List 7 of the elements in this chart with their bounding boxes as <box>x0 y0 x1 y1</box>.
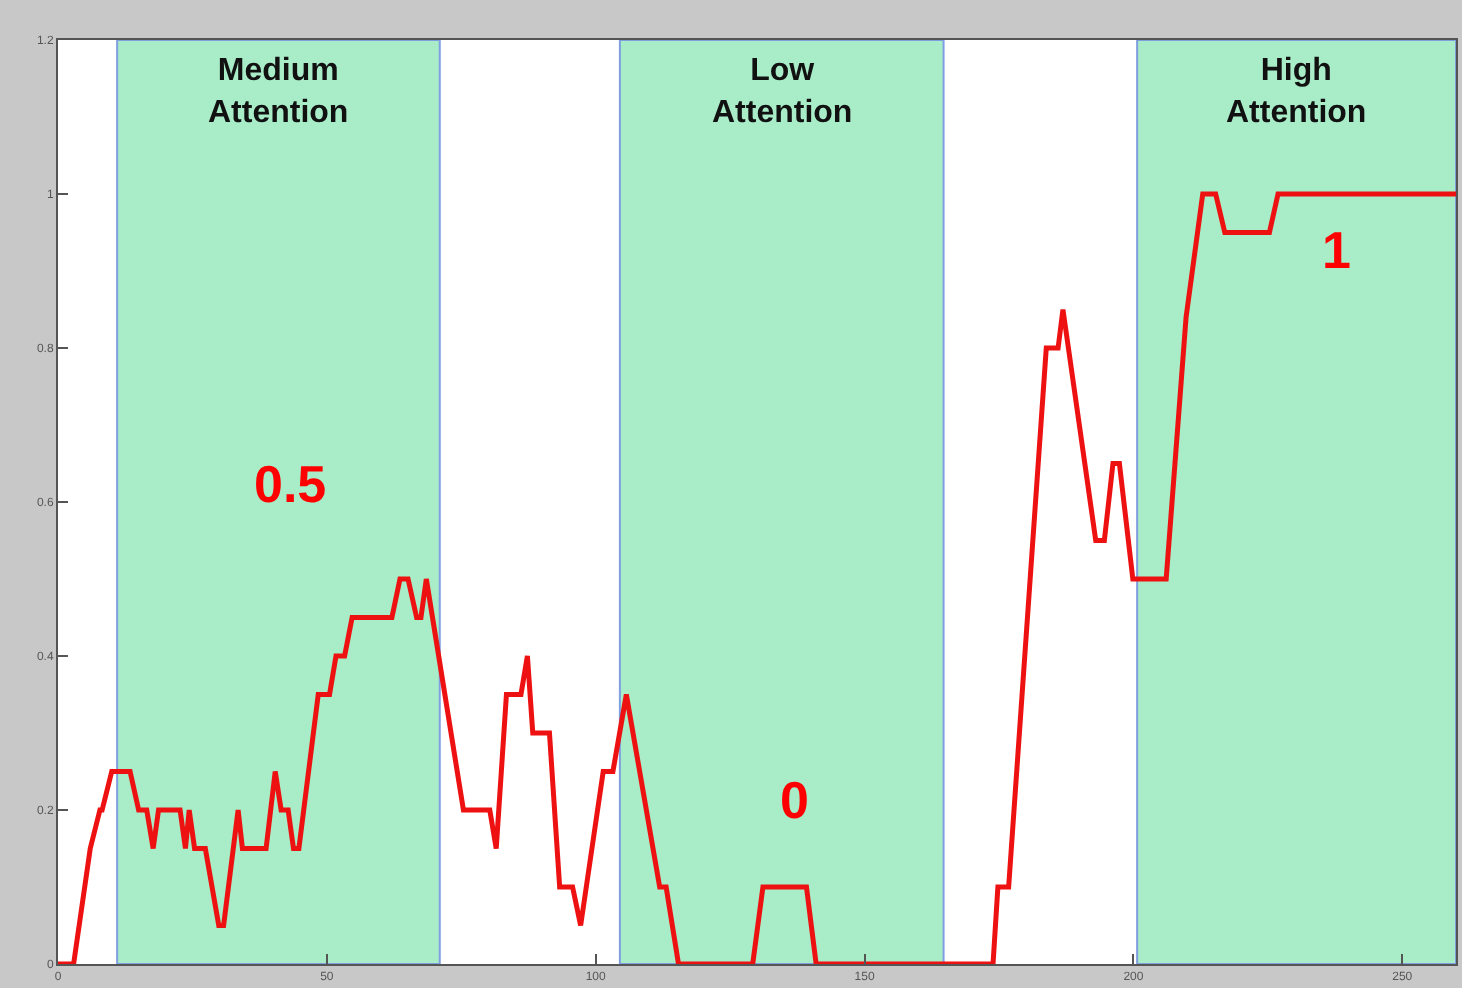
line-series <box>58 191 1456 964</box>
annotation: 1 <box>1322 220 1351 280</box>
annotation: 0 <box>780 770 809 830</box>
band-label: Low Attention <box>712 54 853 130</box>
band-label: Medium Attention <box>208 54 349 130</box>
annotation: 0.5 <box>254 454 327 514</box>
band-label: High Attention <box>1226 54 1367 130</box>
